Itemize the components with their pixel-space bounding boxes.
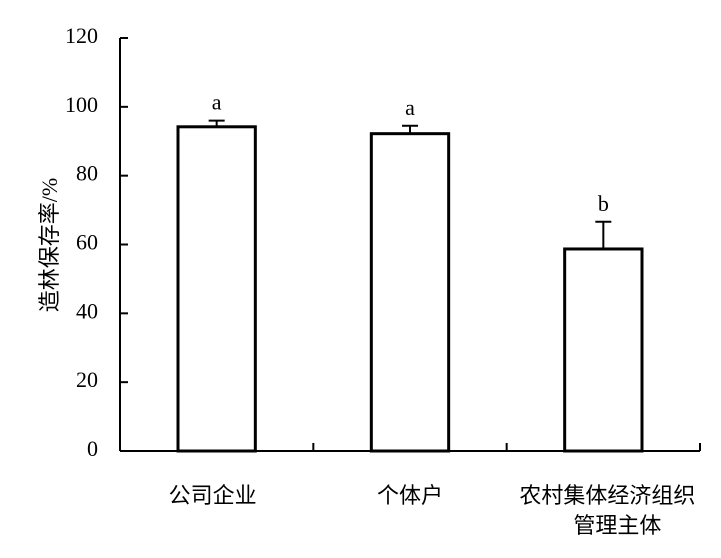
significance-letter: a — [212, 90, 222, 115]
y-axis-label: 造林保存率/% — [37, 178, 62, 312]
bar — [369, 132, 451, 453]
bar — [176, 125, 257, 453]
y-tick-label: 100 — [65, 92, 98, 117]
x-tick-label: 农村集体经济组织管理主体 — [519, 483, 695, 538]
y-tick-label: 120 — [65, 23, 98, 48]
y-tick-label: 60 — [76, 230, 98, 255]
x-tick-label: 个体户 — [377, 483, 443, 508]
significance-letter: b — [598, 191, 609, 216]
y-tick-label: 80 — [76, 161, 98, 186]
y-tick-label: 20 — [76, 367, 98, 392]
y-tick-label: 0 — [87, 436, 98, 461]
y-tick-label: 40 — [76, 298, 98, 323]
x-tick-label: 公司企业 — [169, 483, 257, 508]
significance-letter: a — [405, 95, 415, 120]
bar — [563, 247, 644, 453]
